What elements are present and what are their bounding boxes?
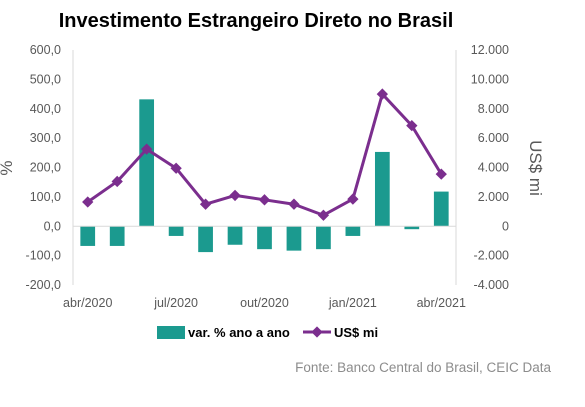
right-tick-label: -2.000: [474, 249, 509, 263]
line-point: [288, 198, 300, 210]
bar: [433, 191, 449, 227]
right-tick-label: 0: [502, 219, 509, 233]
line-point: [140, 143, 153, 155]
legend-line-label: US$ mi: [334, 325, 378, 340]
x-tick-label: abr/2021: [417, 296, 466, 310]
line-point: [258, 194, 271, 206]
right-tick-label: 8.000: [478, 102, 509, 116]
left-tick-label: 0,0: [44, 219, 61, 233]
line-point: [347, 193, 359, 205]
bar: [198, 226, 213, 253]
source-note: Fonte: Banco Central do Brasil, CEIC Dat…: [295, 360, 551, 375]
left-tick-label: 600,0: [30, 43, 61, 57]
bar: [404, 226, 420, 230]
left-tick-label: -200,0: [26, 278, 61, 292]
x-tick-label: jan/2021: [328, 296, 377, 310]
left-tick-label: 500,0: [30, 72, 61, 86]
line-series: [82, 88, 447, 221]
left-tick-label: -100,0: [26, 249, 61, 263]
right-axis-ticks: -4.000 -2.000 0 2.000 4.000 6.000 8.000 10.000 1…: [471, 43, 509, 292]
line-point: [229, 189, 241, 202]
left-axis-ticks: -200,0 -100,0 0,0 100,0 200,0 300,0 400,0 500,0…: [26, 43, 62, 292]
line-point: [317, 209, 330, 221]
bar: [316, 226, 331, 250]
left-tick-label: 300,0: [30, 131, 61, 145]
bar: [80, 226, 96, 246]
right-tick-label: 10.000: [471, 72, 509, 86]
left-tick-label: 200,0: [30, 161, 61, 175]
bar: [109, 226, 125, 246]
bar: [168, 226, 184, 236]
line-point: [435, 168, 447, 180]
right-tick-label: 4.000: [478, 161, 509, 175]
bar: [139, 99, 155, 227]
left-axis-title: %: [0, 160, 16, 175]
line-point: [170, 162, 182, 174]
legend: var. % ano a ano US$ mi: [157, 325, 378, 340]
x-axis-ticks: abr/2020 jul/2020 out/2020 jan/2021 abr/2021: [63, 296, 466, 310]
chart-title: Investimento Estrangeiro Direto no Brasi…: [59, 10, 454, 32]
x-tick-label: out/2020: [240, 296, 289, 310]
x-tick-label: abr/2020: [63, 296, 112, 310]
left-tick-label: 100,0: [30, 190, 61, 204]
bar: [286, 226, 302, 251]
left-tick-label: 400,0: [30, 102, 61, 116]
x-tick-label: jul/2020: [153, 296, 198, 310]
right-axis-title: US$ mi: [526, 140, 545, 196]
legend-line-marker: [311, 326, 323, 338]
right-tick-label: -4.000: [474, 278, 509, 292]
right-tick-label: 6.000: [478, 131, 509, 145]
bar: [257, 226, 272, 250]
legend-bar-label: var. % ano a ano: [188, 325, 290, 340]
bar-series: [80, 99, 449, 253]
right-tick-label: 2.000: [478, 190, 509, 204]
right-tick-label: 12.000: [471, 43, 509, 57]
line-point: [199, 198, 212, 210]
bar: [345, 226, 361, 236]
legend-bar-swatch: [157, 326, 185, 339]
bar: [374, 151, 390, 227]
bar: [227, 226, 243, 245]
